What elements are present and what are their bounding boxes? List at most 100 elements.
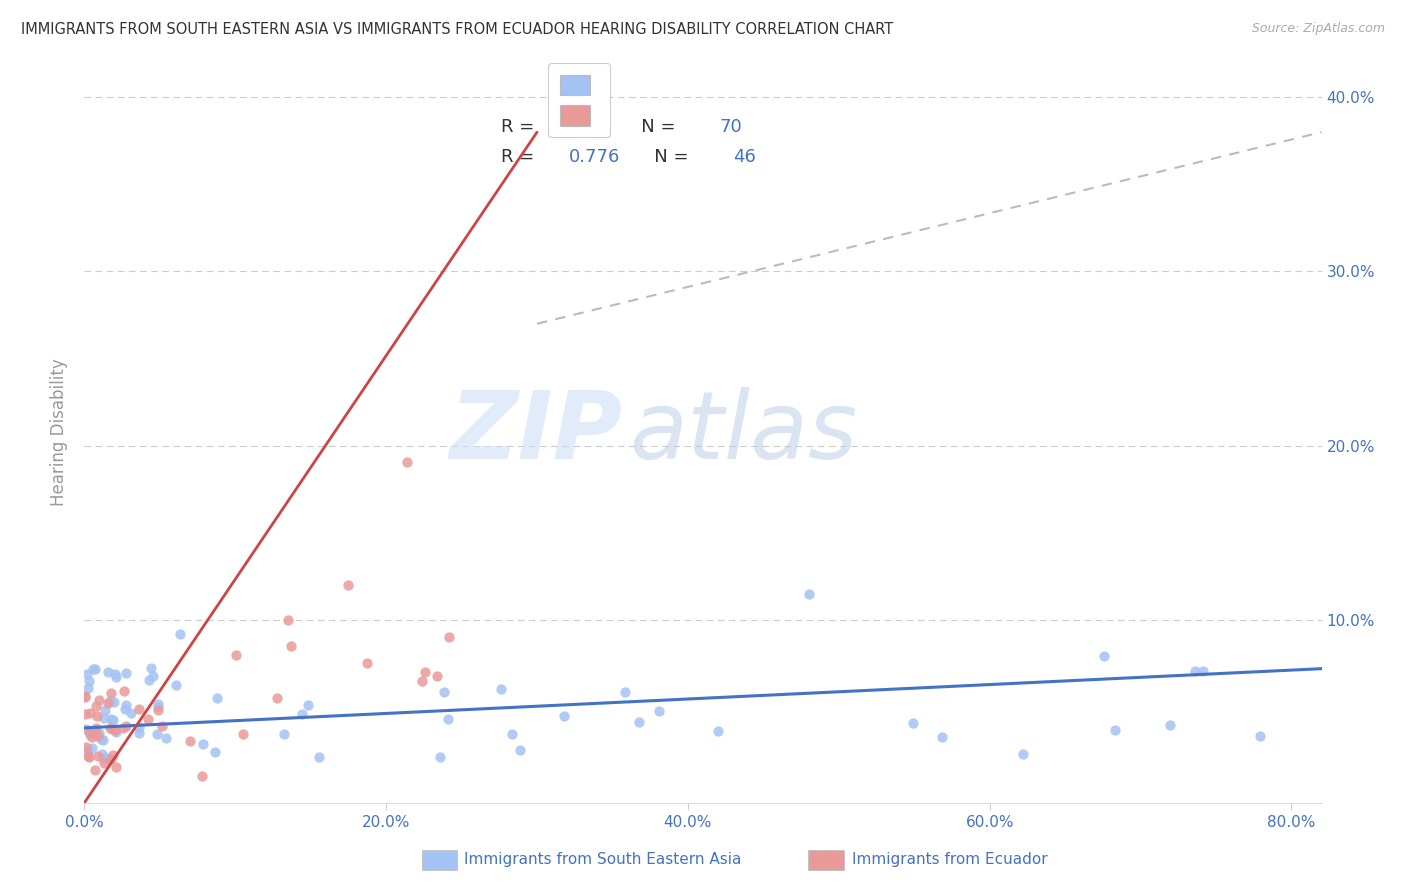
Point bbox=[89, 693, 111, 707]
Point bbox=[77, 742, 100, 756]
Point bbox=[204, 745, 226, 759]
Point bbox=[150, 719, 173, 733]
Point bbox=[79, 728, 101, 742]
Text: IMMIGRANTS FROM SOUTH EASTERN ASIA VS IMMIGRANTS FROM ECUADOR HEARING DISABILITY: IMMIGRANTS FROM SOUTH EASTERN ASIA VS IM… bbox=[21, 22, 893, 37]
Point bbox=[291, 706, 314, 721]
Point bbox=[146, 698, 169, 712]
Text: Immigrants from Ecuador: Immigrants from Ecuador bbox=[852, 853, 1047, 867]
Point bbox=[429, 749, 451, 764]
Point bbox=[1192, 664, 1215, 678]
Point bbox=[155, 731, 177, 745]
Point bbox=[84, 721, 107, 735]
Point bbox=[75, 739, 97, 754]
Y-axis label: Hearing Disability: Hearing Disability bbox=[51, 359, 69, 507]
Text: R =: R = bbox=[502, 148, 546, 166]
Point bbox=[426, 669, 449, 683]
Point bbox=[82, 741, 104, 756]
Point bbox=[193, 737, 215, 751]
Point bbox=[100, 721, 122, 735]
Point bbox=[432, 685, 454, 699]
Point bbox=[93, 756, 115, 771]
Point bbox=[225, 648, 247, 662]
Point bbox=[1011, 747, 1033, 761]
Point bbox=[79, 706, 101, 720]
Point bbox=[1104, 723, 1126, 738]
Point bbox=[86, 709, 108, 723]
Point bbox=[105, 760, 128, 774]
Point bbox=[489, 681, 512, 696]
Point bbox=[86, 729, 108, 743]
Text: Source: ZipAtlas.com: Source: ZipAtlas.com bbox=[1251, 22, 1385, 36]
Point bbox=[104, 666, 127, 681]
Text: ZIP: ZIP bbox=[450, 386, 623, 479]
Point bbox=[146, 703, 169, 717]
Point bbox=[1092, 649, 1115, 664]
Point bbox=[100, 712, 122, 726]
Point bbox=[553, 709, 575, 723]
Point bbox=[96, 751, 118, 765]
Text: N =: N = bbox=[637, 148, 695, 166]
Point bbox=[76, 666, 98, 681]
Point bbox=[613, 685, 636, 699]
Point bbox=[105, 725, 128, 739]
Point bbox=[627, 714, 650, 729]
Point bbox=[648, 705, 671, 719]
Point bbox=[297, 698, 319, 712]
Point bbox=[115, 698, 138, 713]
Text: R =: R = bbox=[502, 118, 540, 136]
Point bbox=[277, 613, 299, 627]
Point bbox=[73, 690, 96, 704]
Point bbox=[94, 703, 117, 717]
Point bbox=[75, 723, 97, 737]
Point bbox=[114, 702, 136, 716]
Point bbox=[82, 662, 104, 676]
Point bbox=[169, 627, 191, 641]
Point bbox=[101, 722, 124, 736]
Point bbox=[115, 719, 138, 733]
Point bbox=[93, 711, 115, 725]
Point bbox=[138, 673, 160, 687]
Point bbox=[104, 670, 127, 684]
Point bbox=[77, 749, 100, 764]
Point bbox=[706, 724, 728, 739]
Point bbox=[1184, 664, 1206, 678]
Point bbox=[413, 665, 436, 680]
Point bbox=[97, 665, 120, 680]
Point bbox=[80, 730, 103, 744]
Point bbox=[75, 689, 97, 703]
Point bbox=[280, 639, 302, 653]
Point bbox=[308, 749, 330, 764]
Point bbox=[205, 691, 228, 706]
Point bbox=[100, 686, 122, 700]
Point bbox=[120, 706, 142, 720]
Point bbox=[91, 751, 114, 765]
Point bbox=[146, 727, 169, 741]
Point bbox=[101, 748, 124, 763]
Point bbox=[179, 734, 201, 748]
Point bbox=[77, 673, 100, 688]
Point bbox=[84, 763, 107, 777]
Text: Immigrants from South Eastern Asia: Immigrants from South Eastern Asia bbox=[464, 853, 741, 867]
Text: 70: 70 bbox=[718, 118, 742, 136]
Point bbox=[91, 732, 114, 747]
Point bbox=[437, 712, 460, 726]
Point bbox=[139, 661, 162, 675]
Point bbox=[437, 630, 460, 644]
Point bbox=[83, 662, 105, 676]
Point bbox=[411, 673, 433, 688]
Text: 0.776: 0.776 bbox=[569, 148, 620, 166]
Point bbox=[112, 683, 135, 698]
Point bbox=[266, 690, 288, 705]
Point bbox=[337, 578, 360, 592]
Point bbox=[901, 716, 924, 731]
Point bbox=[931, 730, 953, 744]
Point bbox=[98, 694, 121, 708]
Point bbox=[100, 752, 122, 766]
Point bbox=[83, 724, 105, 739]
Point bbox=[232, 727, 254, 741]
Point bbox=[396, 454, 419, 468]
Point bbox=[128, 702, 150, 716]
Point bbox=[501, 727, 523, 741]
Point bbox=[128, 726, 150, 740]
Point bbox=[136, 712, 159, 726]
